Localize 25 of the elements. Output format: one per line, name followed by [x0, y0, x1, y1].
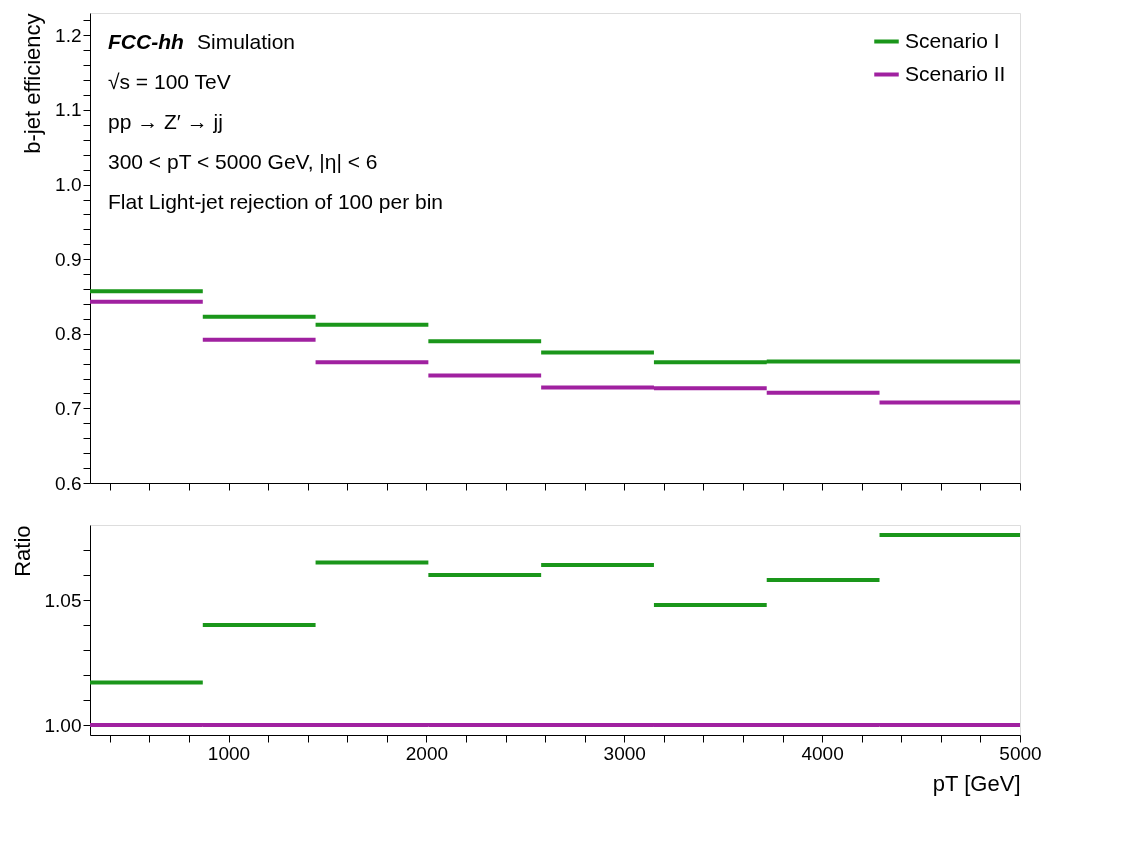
y-tick-label: 1.0: [55, 174, 82, 196]
x-tick-label: 5000: [999, 742, 1042, 764]
y-tick-label: 1.2: [55, 24, 82, 46]
y-tick-label: 1.05: [44, 589, 82, 611]
annotation: FCC-hh: [108, 30, 184, 53]
y-axis-title: b-jet efficiency: [20, 13, 46, 154]
y-tick-label: 0.8: [55, 323, 82, 345]
annotation: 300 < pT < 5000 GeV, |η| < 6: [108, 150, 378, 173]
y-tick-label: 1.1: [55, 99, 82, 121]
x-tick-label: 1000: [207, 742, 251, 764]
y-axis-title: Ratio: [9, 525, 35, 577]
x-tick-label: 4000: [801, 742, 844, 764]
annotation: √s = 100 TeV: [108, 70, 231, 93]
annotation: Simulation: [197, 30, 296, 53]
y-tick-label: 1.00: [44, 714, 82, 736]
y-tick-label: 0.6: [55, 472, 82, 494]
x-tick-label: 3000: [603, 742, 646, 764]
y-tick-label: 0.7: [55, 397, 82, 419]
y-tick-label: 0.9: [55, 248, 82, 270]
legend-label: Scenario I: [905, 28, 1000, 52]
legend-label: Scenario II: [905, 61, 1006, 85]
x-tick-label: 2000: [405, 742, 449, 764]
x-axis-title: pT [GeV]: [932, 770, 1021, 796]
annotation: Flat Light-jet rejection of 100 per bin: [108, 190, 444, 213]
annotation: pp → Z′ → jj: [108, 110, 223, 133]
